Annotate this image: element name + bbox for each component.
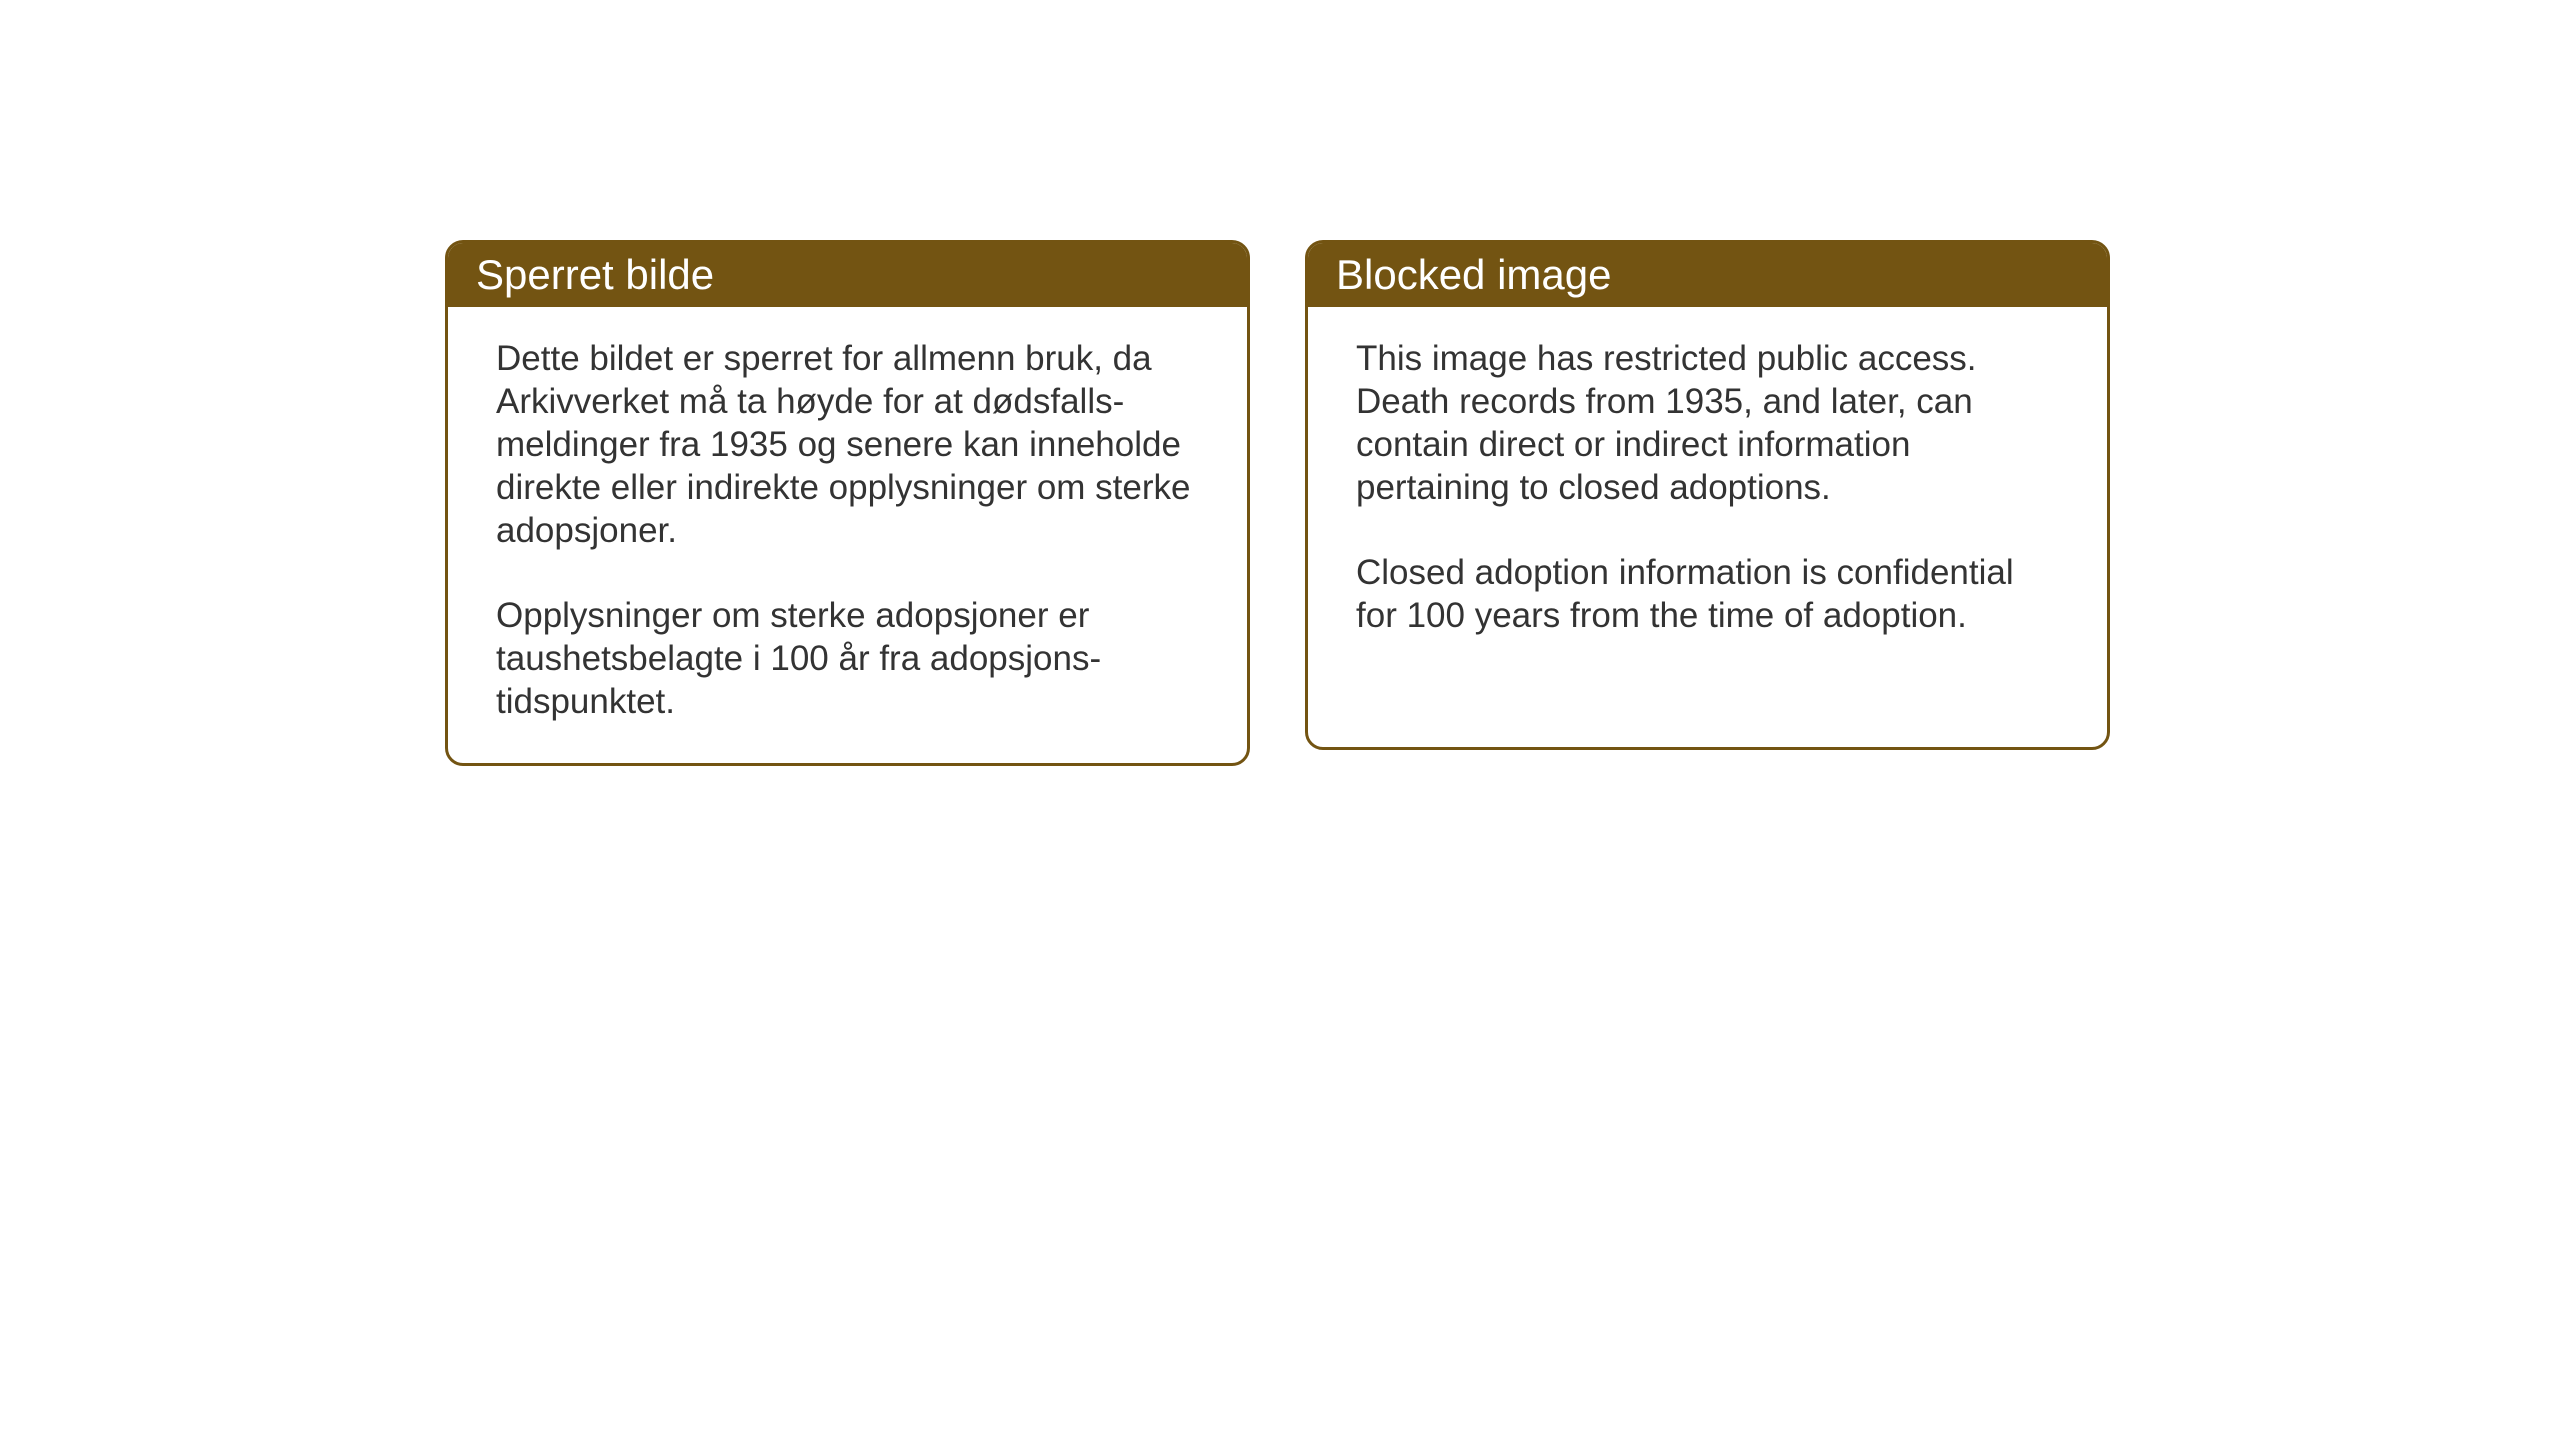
card-header-english: Blocked image bbox=[1308, 243, 2107, 307]
card-paragraph-2-english: Closed adoption information is confident… bbox=[1356, 551, 2059, 637]
card-paragraph-1-norwegian: Dette bildet er sperret for allmenn bruk… bbox=[496, 337, 1199, 552]
blocked-image-card-english: Blocked image This image has restricted … bbox=[1305, 240, 2110, 750]
card-paragraph-1-english: This image has restricted public access.… bbox=[1356, 337, 2059, 509]
card-paragraph-2-norwegian: Opplysninger om sterke adopsjoner er tau… bbox=[496, 594, 1199, 723]
card-body-norwegian: Dette bildet er sperret for allmenn bruk… bbox=[448, 307, 1247, 763]
card-title-norwegian: Sperret bilde bbox=[476, 251, 714, 298]
card-title-english: Blocked image bbox=[1336, 251, 1611, 298]
card-body-english: This image has restricted public access.… bbox=[1308, 307, 2107, 677]
blocked-image-card-norwegian: Sperret bilde Dette bildet er sperret fo… bbox=[445, 240, 1250, 766]
card-header-norwegian: Sperret bilde bbox=[448, 243, 1247, 307]
cards-container: Sperret bilde Dette bildet er sperret fo… bbox=[445, 240, 2110, 766]
